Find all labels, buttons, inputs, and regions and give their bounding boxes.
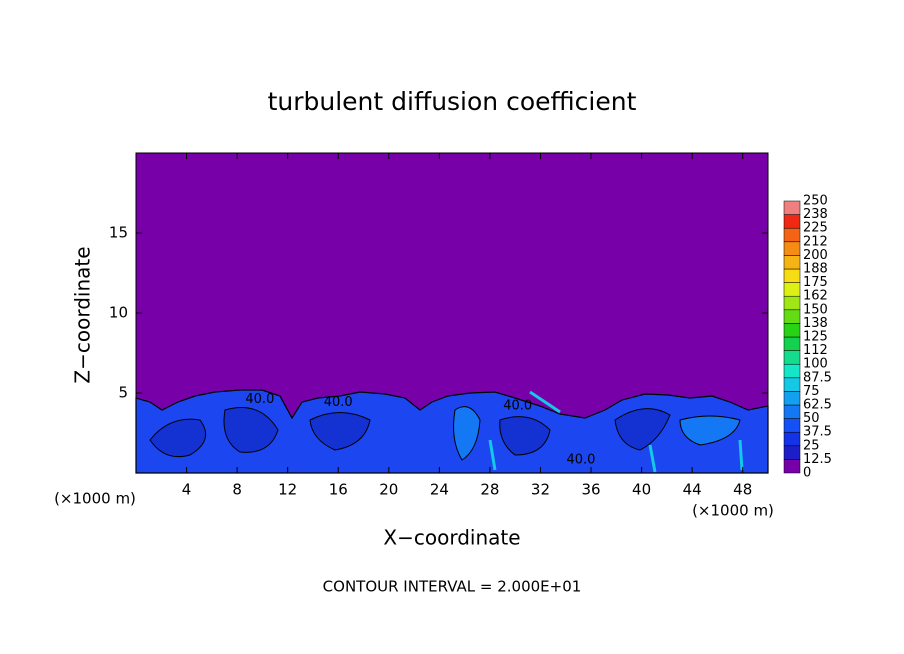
colorbar-label: 0 <box>803 466 811 481</box>
colorbar-label: 200 <box>803 248 828 263</box>
colorbar-label: 87.5 <box>803 370 832 385</box>
colorbar-label: 138 <box>803 316 828 331</box>
y-tick-label: 5 <box>118 384 128 402</box>
colorbar-label: 162 <box>803 289 828 304</box>
colorbar-label: 175 <box>803 275 828 290</box>
x-tick-label: 4 <box>182 481 192 499</box>
y-tick-label: 15 <box>109 224 128 242</box>
x-tick-label: 12 <box>278 481 297 499</box>
colorbar-label: 25 <box>803 438 820 453</box>
contour-label: 40.0 <box>503 398 532 413</box>
contour-streak <box>488 390 744 473</box>
colorbar-segment <box>783 336 801 351</box>
colorbar-label: 12.5 <box>803 452 832 467</box>
x-tick-label: 24 <box>430 481 449 499</box>
colorbar-label: 188 <box>803 262 828 277</box>
colorbar-label: 75 <box>803 384 820 399</box>
y-axis-label: Z−coordinate <box>71 246 95 383</box>
contour-patch <box>614 408 671 451</box>
x-tick-label: 8 <box>232 481 242 499</box>
colorbar-segment <box>783 404 801 419</box>
colorbar-segment <box>783 431 801 447</box>
colorbar-segment <box>783 309 801 324</box>
colorbar-segment <box>783 214 801 229</box>
footer-note: CONTOUR INTERVAL = 2.000E+01 <box>323 578 582 596</box>
contour-patch <box>223 407 279 453</box>
x-unit-label: (×1000 m) <box>54 490 136 508</box>
colorbar-label: 112 <box>803 343 828 358</box>
x-unit-label: (×1000 m) <box>692 502 774 520</box>
colorbar-label: 100 <box>803 357 828 372</box>
y-tick-label: 10 <box>109 304 128 322</box>
contour-patch <box>453 406 481 461</box>
turbulent-layer <box>135 389 769 474</box>
contour-label: 40.0 <box>324 395 353 410</box>
x-tick-label: 20 <box>379 481 398 499</box>
colorbar-segment <box>783 255 801 270</box>
colorbar-label: 238 <box>803 207 828 222</box>
x-tick-label: 48 <box>733 481 752 499</box>
colorbar-label: 50 <box>803 411 820 426</box>
colorbar-segment <box>783 241 801 256</box>
x-tick-label: 36 <box>581 481 600 499</box>
colorbar-label: 37.5 <box>803 425 832 440</box>
colorbar-label: 125 <box>803 330 828 345</box>
colorbar-label: 250 <box>803 194 828 209</box>
colorbar-segment <box>783 391 801 406</box>
contour-label: 40.0 <box>245 392 274 407</box>
x-tick-label: 16 <box>329 481 348 499</box>
colorbar-label: 150 <box>803 302 828 317</box>
colorbar-segment <box>783 200 801 215</box>
x-tick-label: 32 <box>531 481 550 499</box>
colorbar-segment <box>783 459 801 474</box>
colorbar-segment <box>783 268 801 283</box>
x-tick-label: 40 <box>632 481 651 499</box>
colorbar-segment <box>783 282 801 297</box>
contour-label: 40.0 <box>566 453 595 468</box>
colorbar-segment <box>783 377 801 392</box>
x-tick-label: 44 <box>683 481 702 499</box>
colorbar-label: 225 <box>803 221 828 236</box>
colorbar-segment <box>783 295 801 311</box>
colorbar-segment <box>783 445 801 460</box>
colorbar-segment <box>783 363 801 379</box>
x-axis-label: X−coordinate <box>383 526 520 550</box>
colorbar-segment <box>783 350 801 365</box>
contour-patch <box>149 418 207 458</box>
colorbar-segment <box>783 227 801 243</box>
contour-patch <box>309 412 371 451</box>
x-tick-label: 28 <box>480 481 499 499</box>
contour-patch <box>499 416 551 456</box>
colorbar-label: 62.5 <box>803 398 832 413</box>
contour-patch <box>679 415 741 446</box>
colorbar-segment <box>783 418 801 433</box>
chart-title: turbulent diffusion coefficient <box>268 87 637 116</box>
colorbar-label: 212 <box>803 234 828 249</box>
colorbar-segment <box>783 323 801 338</box>
contour-field <box>135 153 769 474</box>
